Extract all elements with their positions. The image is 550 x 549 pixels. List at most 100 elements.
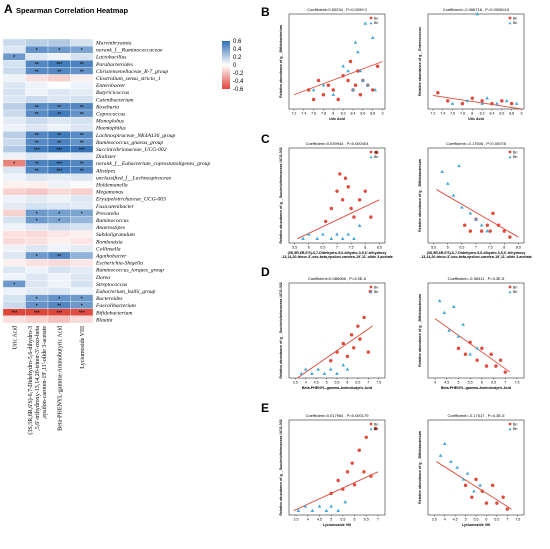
heatmap-cell xyxy=(70,202,94,210)
data-point-bn xyxy=(349,206,353,211)
significance-stars: ** xyxy=(80,69,84,75)
heatmap-cell xyxy=(2,223,26,231)
heatmap-cell xyxy=(47,180,71,189)
heatmap-cell xyxy=(47,202,71,210)
data-point-bn xyxy=(475,358,479,362)
heatmap-cell xyxy=(2,152,26,160)
legend-label-bn: Bn xyxy=(374,16,378,20)
x-tick-label: 8.6 xyxy=(360,112,365,116)
x-tick-label: 6 xyxy=(485,518,487,522)
x-tick-label: 5 xyxy=(465,518,467,522)
regression-line xyxy=(436,461,512,510)
heatmap-cell xyxy=(47,88,71,96)
heatmap-cell xyxy=(47,74,71,82)
heatmap-cell xyxy=(47,315,71,324)
x-tick-label: 8 xyxy=(332,112,334,116)
y-axis-label: Relative abundance of g__Bifidobacterium xyxy=(418,159,422,232)
data-point-bn xyxy=(498,358,503,362)
x-tick-label: 7 xyxy=(475,246,477,250)
data-point-bh xyxy=(485,229,490,233)
x-tick-label: 8.6 xyxy=(499,112,504,116)
data-point-bh xyxy=(303,367,308,371)
legend-label-bh: Bh xyxy=(513,290,517,294)
data-point-bh xyxy=(316,367,321,371)
x-tick-label: 8.5 xyxy=(516,246,521,250)
data-point-bn xyxy=(358,337,362,341)
heatmap-cell xyxy=(47,273,71,281)
data-point-bh xyxy=(335,232,339,236)
significance-stars: *** xyxy=(34,147,40,153)
heatmap-cell xyxy=(2,294,26,302)
data-point-bh xyxy=(373,88,377,92)
x-tick-label: 5.5 xyxy=(431,246,436,250)
data-point-bn xyxy=(351,346,356,350)
significance-stars: ** xyxy=(80,140,84,146)
data-point-bn xyxy=(343,176,348,180)
data-point-bh xyxy=(296,508,301,512)
heatmap-cell xyxy=(47,116,71,125)
data-point-bn xyxy=(470,96,475,100)
legend-marker-bn xyxy=(508,422,512,426)
x-tick-label: 5 xyxy=(326,381,328,385)
x-tick-label: 7.8 xyxy=(460,112,465,116)
taxon-label: Faecalibacterium xyxy=(95,303,136,309)
heatmap-cell xyxy=(70,287,94,295)
data-point-bh xyxy=(514,101,519,105)
heatmap-cell xyxy=(47,223,71,231)
heatmap-cell xyxy=(25,273,49,281)
x-axis-label: -13,14,20-trinor-3'-oxo-beta,epsilon-car… xyxy=(420,255,532,259)
colorbar-tick-label: -0.4 xyxy=(233,79,244,85)
heatmap-cell xyxy=(2,251,26,260)
significance-stars: * xyxy=(36,48,38,54)
x-tick-label: 6.5 xyxy=(320,246,325,250)
plot-frame xyxy=(288,13,386,110)
data-point-bh xyxy=(460,205,464,209)
heatmap-cell xyxy=(2,109,26,118)
heatmap-cell xyxy=(70,38,94,47)
plot-frame xyxy=(427,13,525,110)
data-point-bh xyxy=(479,223,484,227)
data-point-bn xyxy=(484,501,489,505)
significance-stars: *** xyxy=(79,147,85,153)
column-label-text: ,epsilon-caroten-19',11'-olide 3-acetate xyxy=(42,326,48,419)
x-tick-label: 8.4 xyxy=(351,112,356,116)
legend-label-bh: Bh xyxy=(374,290,378,294)
significance-stars: ** xyxy=(57,140,61,146)
x-tick-label: 7 xyxy=(367,381,369,385)
colorbar-tick-label: -0.6 xyxy=(233,87,244,93)
heatmap-cell xyxy=(25,53,49,61)
data-point-bn xyxy=(480,489,484,493)
data-point-bn xyxy=(500,99,504,103)
significance-stars: ** xyxy=(57,105,61,111)
scatter-panels: Coefficient=0.50234 , P=0.0099 0 7.2 7.4 7.… xyxy=(279,7,532,527)
x-tick-label: 6 xyxy=(447,246,449,250)
data-point-bn xyxy=(346,185,350,189)
taxon-label: Coprococcus xyxy=(96,112,125,118)
scatter-panel-b2: Coefficient=-0.066716 , P=0.0008419 7.2 7.… xyxy=(418,7,525,121)
panel-letter-b: B xyxy=(261,5,270,19)
data-point-bn xyxy=(329,491,333,496)
taxon-label: Romboutsia xyxy=(95,239,123,245)
coefficient-label: Coefficient=0.50234 , P=0.0099 0 xyxy=(307,7,367,12)
data-point-bh xyxy=(442,441,447,446)
heatmap-cell xyxy=(2,266,26,274)
coefficient-label: Coefficient=-0.38311 , P=3.3E-5 xyxy=(448,276,506,281)
heatmap-cell xyxy=(2,81,26,89)
x-tick-label: 4 xyxy=(305,381,307,385)
significance-stars: ** xyxy=(57,112,61,118)
data-point-bh xyxy=(341,363,346,367)
heatmap-cell xyxy=(2,273,26,281)
significance-stars: * xyxy=(58,297,60,303)
heatmap-column-label: Lyciumoside VIII xyxy=(80,326,86,369)
data-point-bh xyxy=(451,304,456,309)
heatmap-cell xyxy=(70,230,94,238)
heatmap-cell xyxy=(47,280,71,288)
colorbar-tick-label: -0.2 xyxy=(233,71,244,77)
legend-marker-bn xyxy=(369,16,373,20)
legend-label-bh: Bh xyxy=(374,155,378,159)
taxon-label: Haemophilus xyxy=(95,126,126,132)
data-point-bn xyxy=(495,501,499,505)
x-tick-label: 8.5 xyxy=(377,246,382,250)
heatmap: Marvinbryantia* * * norank_f__Ruminococcace… xyxy=(2,38,210,324)
heatmap-cell xyxy=(2,287,26,295)
